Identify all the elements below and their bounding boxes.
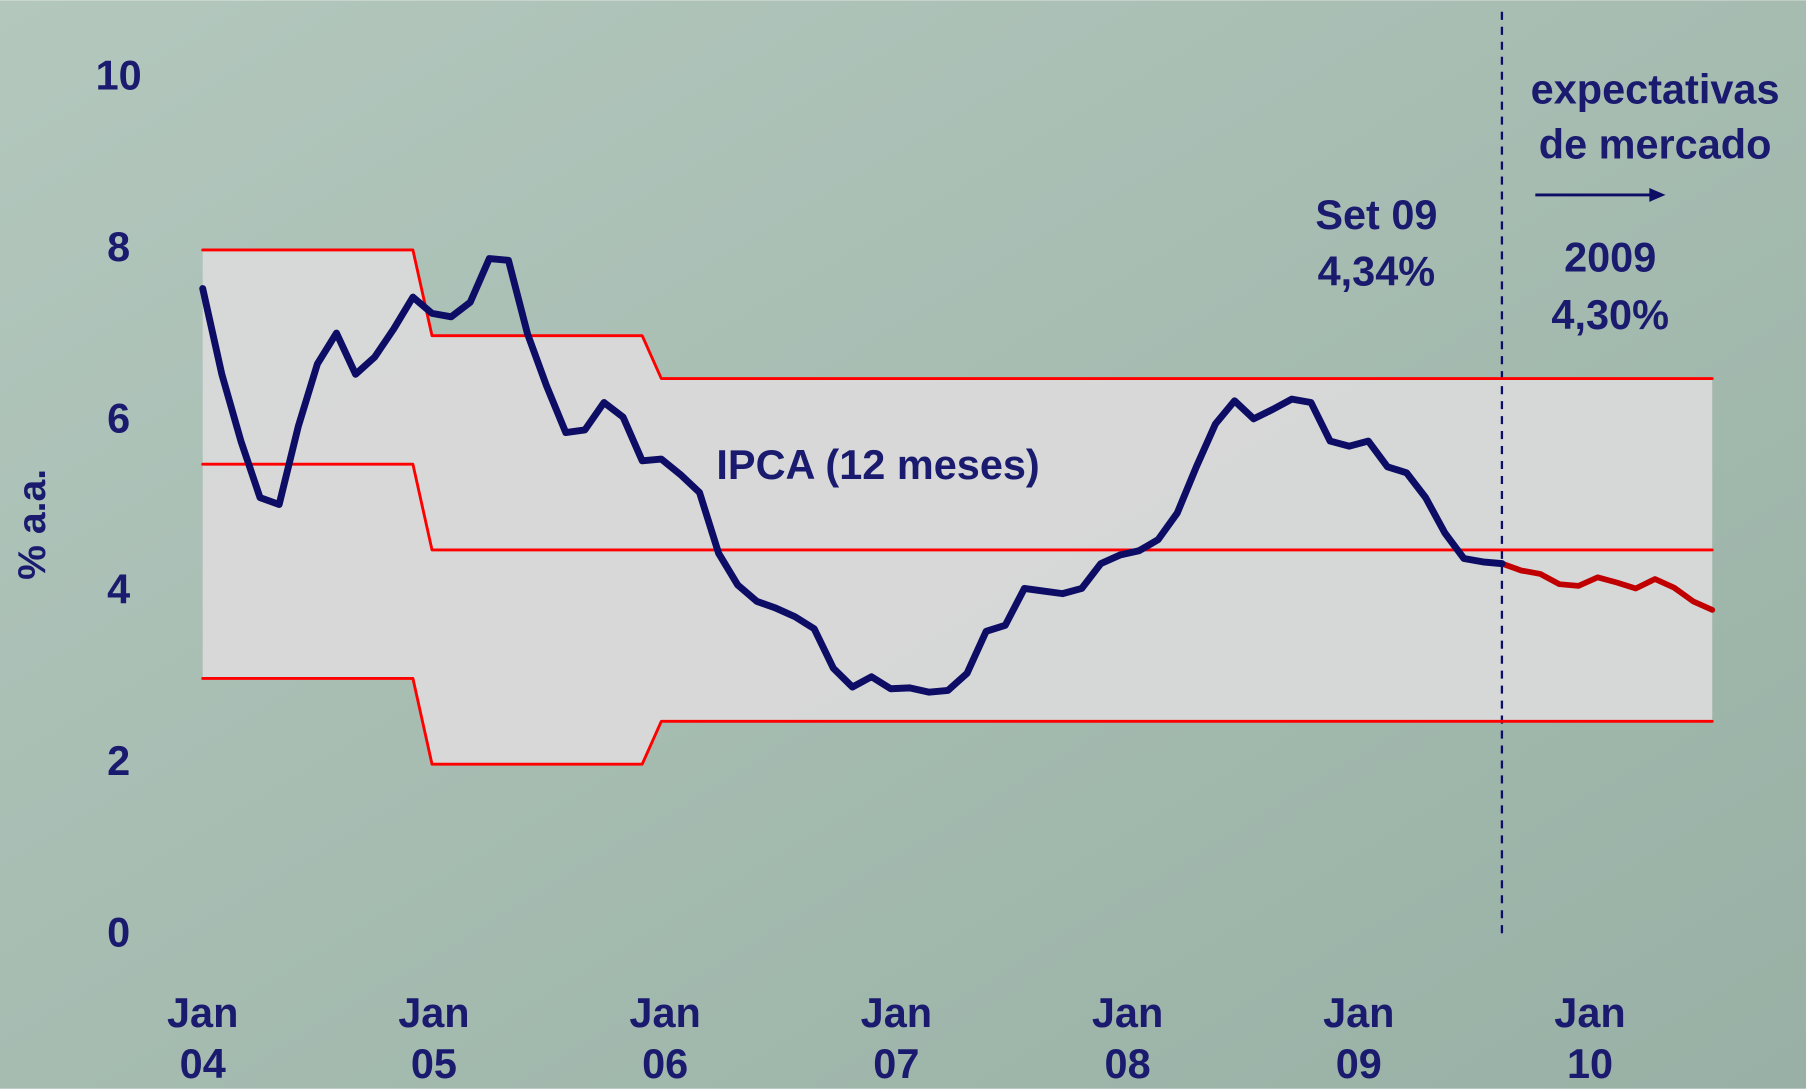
annotation: Set 09 [1315, 191, 1437, 238]
page: {"chart_data": { "type": "line", "y_labe… [0, 0, 1806, 1089]
chart: % a.a. Set 09 4,34% expectativas de merc… [0, 0, 1806, 1089]
y-tick-label: 0 [107, 908, 130, 955]
y-tick-label: 2 [107, 737, 130, 784]
annotation: 2009 [1564, 234, 1656, 281]
y-tick-label: 8 [107, 223, 130, 270]
y-axis-label: % a.a. [11, 469, 54, 580]
series-label: IPCA (12 meses) [716, 441, 1039, 488]
annotation: 4,30% [1551, 291, 1669, 338]
annotation: 4,34% [1318, 247, 1436, 294]
y-tick-label: 4 [107, 566, 130, 613]
y-tick-label: 6 [107, 394, 130, 441]
annotation: expectativas [1531, 65, 1780, 112]
y-tick-label: 10 [96, 52, 142, 99]
annotation: de mercado [1539, 121, 1772, 168]
